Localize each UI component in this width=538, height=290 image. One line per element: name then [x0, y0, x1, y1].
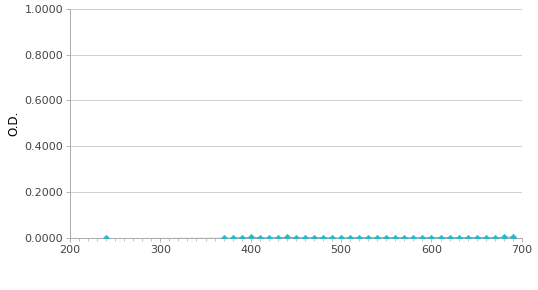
Y-axis label: O.D.: O.D. — [7, 110, 20, 136]
